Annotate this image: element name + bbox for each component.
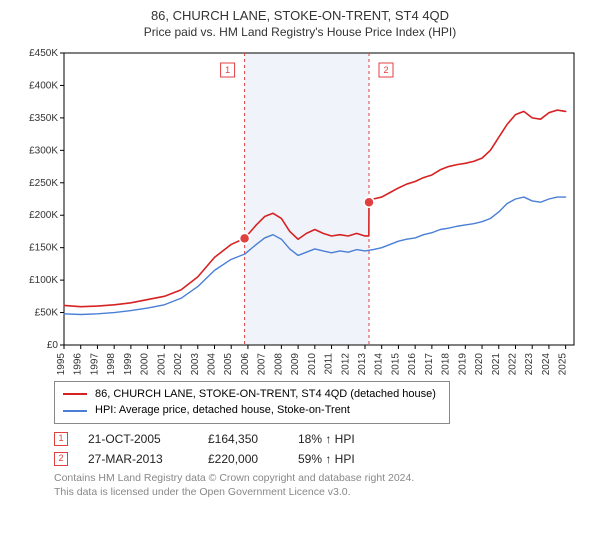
x-tick-label: 2017 [424,352,435,374]
x-tick-label: 2014 [374,352,385,374]
x-tick-label: 2009 [290,352,301,374]
transaction-price: £164,350 [208,432,278,446]
x-tick-label: 1999 [123,352,134,374]
chart-container: 86, CHURCH LANE, STOKE-ON-TRENT, ST4 4QD… [0,0,600,560]
y-tick-label: £450K [29,48,58,59]
x-tick-label: 2021 [491,352,502,374]
legend-row: HPI: Average price, detached house, Stok… [63,402,441,419]
transaction-price: £220,000 [208,452,278,466]
y-tick-label: £0 [47,340,59,351]
x-tick-label: 1995 [56,352,67,374]
transaction-date: 27-MAR-2013 [88,452,188,466]
x-tick-label: 2007 [257,352,268,374]
transaction-pct: 18% ↑ HPI [298,432,388,446]
x-tick-label: 2001 [156,352,167,374]
x-tick-label: 2011 [324,352,335,374]
chart-subtitle: Price paid vs. HM Land Registry's House … [16,25,584,39]
footer-line-2: This data is licensed under the Open Gov… [54,486,584,500]
chart-title: 86, CHURCH LANE, STOKE-ON-TRENT, ST4 4QD [16,8,584,25]
transaction-table: 1 21-OCT-2005 £164,350 18% ↑ HPI 2 27-MAR-201… [54,432,584,466]
x-tick-label: 1998 [106,352,117,374]
x-tick-label: 2015 [390,352,401,374]
transaction-marker-num: 1 [225,65,230,75]
transaction-marker-num: 2 [383,65,388,75]
x-tick-label: 2003 [190,352,201,374]
transaction-marker: 2 [54,452,68,466]
y-tick-label: £150K [29,243,58,254]
x-tick-label: 1996 [73,352,84,374]
x-tick-label: 2002 [173,352,184,374]
x-tick-label: 2008 [273,352,284,374]
y-tick-label: £100K [29,275,58,286]
y-tick-label: £50K [35,307,59,318]
x-tick-label: 2012 [340,352,351,374]
y-tick-label: £350K [29,113,58,124]
y-tick-label: £300K [29,145,58,156]
x-tick-label: 2010 [307,352,318,374]
x-tick-label: 2013 [357,352,368,374]
transaction-dot [364,197,374,207]
footer-line-1: Contains HM Land Registry data © Crown c… [54,472,584,486]
x-tick-label: 2024 [541,352,552,374]
x-tick-label: 2018 [441,352,452,374]
transaction-marker: 1 [54,432,68,446]
highlight-band [245,53,369,345]
y-tick-label: £400K [29,80,58,91]
x-tick-label: 2020 [474,352,485,374]
x-tick-label: 1997 [89,352,100,374]
transaction-pct: 59% ↑ HPI [298,452,388,466]
y-tick-label: £250K [29,178,58,189]
y-tick-label: £200K [29,210,58,221]
x-tick-label: 2016 [407,352,418,374]
x-tick-label: 2025 [558,352,569,374]
x-tick-label: 2006 [240,352,251,374]
line-chart: £0 £50K £100K £150K £200K £250K £300K £350K £400… [16,45,584,375]
x-tick-label: 2005 [223,352,234,374]
legend: 86, CHURCH LANE, STOKE-ON-TRENT, ST4 4QD… [54,381,450,424]
x-tick-label: 2000 [140,352,151,374]
transaction-row: 2 27-MAR-2013 £220,000 59% ↑ HPI [54,452,584,466]
legend-swatch [63,393,87,395]
x-tick-label: 2019 [457,352,468,374]
transaction-dot [240,233,250,243]
legend-label: HPI: Average price, detached house, Stok… [95,402,350,419]
legend-label: 86, CHURCH LANE, STOKE-ON-TRENT, ST4 4QD… [95,386,436,403]
transaction-row: 1 21-OCT-2005 £164,350 18% ↑ HPI [54,432,584,446]
x-tick-label: 2004 [206,352,217,374]
x-tick-label: 2023 [524,352,535,374]
footer-note: Contains HM Land Registry data © Crown c… [54,472,584,499]
x-tick-label: 2022 [507,352,518,374]
transaction-date: 21-OCT-2005 [88,432,188,446]
legend-swatch [63,410,87,412]
legend-row: 86, CHURCH LANE, STOKE-ON-TRENT, ST4 4QD… [63,386,441,403]
